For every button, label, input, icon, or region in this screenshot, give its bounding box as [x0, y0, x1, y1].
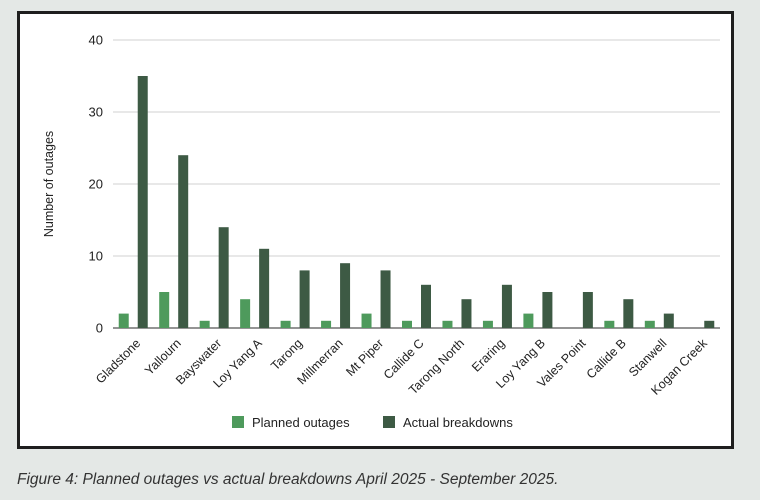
figure-caption: Figure 4: Planned outages vs actual brea… — [17, 471, 559, 488]
bar-planned-gladstone — [118, 313, 129, 328]
y-tick-label: 30 — [89, 105, 103, 120]
gridlines — [113, 39, 720, 329]
y-tick-label: 10 — [89, 249, 103, 264]
legend-label: Actual breakdowns — [403, 415, 513, 430]
bar-planned-loy-yang-b — [523, 313, 534, 328]
legend-swatch — [383, 416, 395, 428]
bar-actual-yallourn — [178, 155, 189, 328]
legend-swatch — [232, 416, 244, 428]
y-tick-labels: 0 10 20 30 40 — [89, 33, 103, 336]
y-tick-label: 0 — [96, 321, 103, 336]
bar-actual-eraring — [501, 284, 512, 328]
bar-planned-tarong-north — [442, 320, 453, 328]
x-tick-label: Eraring — [469, 336, 507, 374]
x-tick-label: Tarong — [268, 336, 305, 373]
y-tick-label: 40 — [89, 33, 103, 48]
bar-actual-tarong — [299, 270, 310, 328]
y-axis-title: Number of outages — [42, 131, 56, 237]
bar-actual-kogan-creek — [704, 320, 715, 328]
y-tick-label: 20 — [89, 177, 103, 192]
x-tick-label: Callide B — [584, 336, 629, 381]
chart-frame: 0 10 20 30 40 Gladstone Yallourn Bayswater Loy … — [17, 11, 734, 449]
bar-actual-bayswater — [218, 227, 229, 328]
x-tick-label: Mt Piper — [343, 336, 386, 379]
legend-label: Planned outages — [252, 415, 350, 430]
bar-planned-loy-yang-a — [240, 299, 251, 328]
bar-planned-callide-b — [604, 320, 615, 328]
bar-actual-millmerran — [340, 263, 351, 328]
bar-planned-yallourn — [159, 292, 170, 328]
bar-actual-mt-piper — [380, 270, 391, 328]
bar-actual-callide-b — [623, 299, 634, 328]
legend: Planned outages Actual breakdowns — [232, 415, 513, 430]
bar-planned-bayswater — [199, 320, 210, 328]
x-tick-label: Gladstone — [93, 336, 143, 386]
bar-planned-tarong — [280, 320, 291, 328]
bar-actual-loy-yang-a — [259, 248, 270, 328]
bar-actual-gladstone — [137, 76, 148, 328]
bar-planned-stanwell — [644, 320, 655, 328]
bar-planned-mt-piper — [361, 313, 372, 328]
bar-actual-stanwell — [663, 313, 674, 328]
bar-actual-tarong-north — [461, 299, 472, 328]
bar-planned-millmerran — [321, 320, 332, 328]
bar-planned-eraring — [482, 320, 493, 328]
bar-actual-vales-point — [582, 292, 593, 328]
bar-actual-callide-c — [421, 284, 431, 328]
bar-actual-loy-yang-b — [542, 292, 553, 328]
bar-planned-callide-c — [402, 320, 412, 328]
bars — [118, 76, 715, 328]
outages-bar-chart: 0 10 20 30 40 GladstoneYallournBayswaterLoy … — [42, 33, 720, 430]
